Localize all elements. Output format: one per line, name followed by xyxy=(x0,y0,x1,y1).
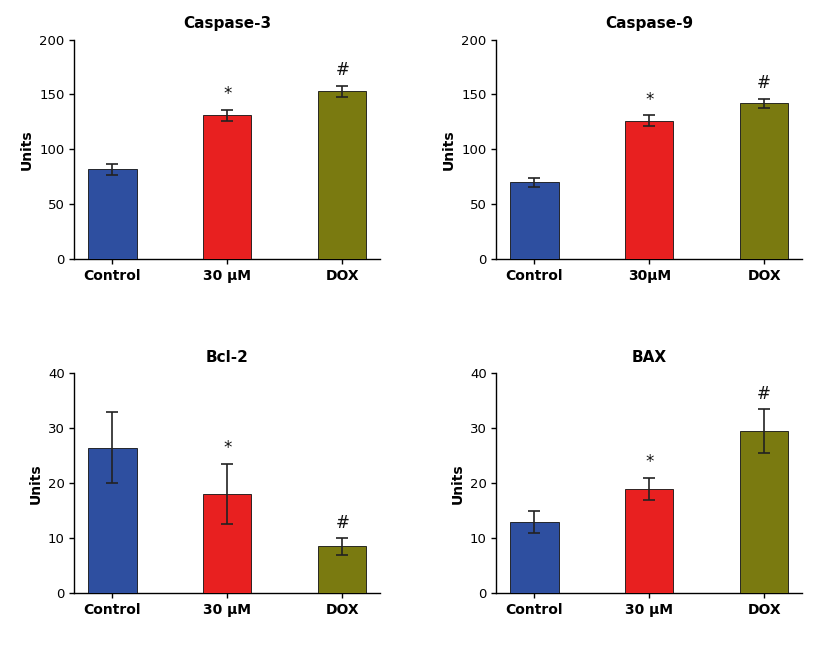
Bar xyxy=(203,494,251,593)
Bar xyxy=(510,183,558,259)
Y-axis label: Units: Units xyxy=(20,129,34,169)
Y-axis label: Units: Units xyxy=(28,463,42,503)
Bar xyxy=(510,522,558,593)
Bar xyxy=(740,431,788,593)
Bar xyxy=(740,103,788,259)
Title: Caspase-3: Caspase-3 xyxy=(184,16,271,32)
Bar xyxy=(88,447,136,593)
Text: #: # xyxy=(335,513,349,532)
Text: *: * xyxy=(223,85,232,103)
Text: *: * xyxy=(645,453,653,471)
Text: #: # xyxy=(758,74,771,92)
Bar xyxy=(318,91,366,259)
Title: BAX: BAX xyxy=(632,351,667,365)
Text: #: # xyxy=(758,385,771,403)
Bar xyxy=(625,489,673,593)
Bar xyxy=(88,169,136,259)
Title: Bcl-2: Bcl-2 xyxy=(206,351,249,365)
Text: *: * xyxy=(223,440,232,457)
Bar xyxy=(625,121,673,259)
Y-axis label: Units: Units xyxy=(450,463,464,503)
Text: *: * xyxy=(645,91,653,109)
Title: Caspase-9: Caspase-9 xyxy=(605,16,693,32)
Text: #: # xyxy=(335,61,349,79)
Bar xyxy=(203,115,251,259)
Y-axis label: Units: Units xyxy=(442,129,456,169)
Bar xyxy=(318,546,366,593)
